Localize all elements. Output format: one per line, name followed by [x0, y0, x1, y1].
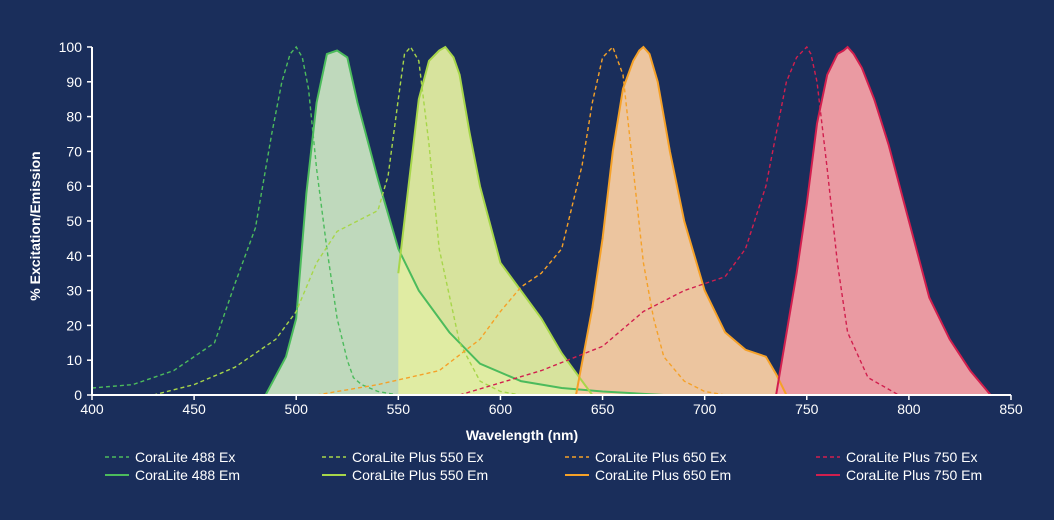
- legend-item-3: CoraLite Plus 550 Em: [322, 467, 488, 483]
- y-tick-label: 70: [66, 143, 82, 159]
- legend-label: CoraLite Plus 750 Em: [846, 467, 982, 483]
- y-tick-label: 30: [66, 283, 82, 299]
- x-tick-label: 750: [795, 401, 819, 417]
- excitation-line-2: [153, 45, 522, 396]
- x-axis-label: Wavelength (nm): [466, 427, 578, 443]
- legend-label: CoraLite 488 Em: [135, 467, 240, 483]
- y-axis-label: % Excitation/Emission: [27, 151, 43, 300]
- emission-fill-3: [398, 47, 593, 395]
- legend-label: CoraLite 488 Ex: [135, 449, 235, 465]
- emission-fill-5: [576, 47, 787, 395]
- emission-line-1: [264, 49, 664, 396]
- spectrum-lines: [91, 45, 992, 396]
- legend-label: CoraLite Plus 650 Em: [595, 467, 731, 483]
- excitation-line-4: [316, 45, 726, 396]
- y-tick-label: 20: [66, 317, 82, 333]
- y-tick-label: 90: [66, 74, 82, 90]
- y-tick-label: 80: [66, 109, 82, 125]
- emission-line-5: [575, 45, 788, 396]
- y-tick-label: 50: [66, 213, 82, 229]
- emission-fill-1: [265, 50, 664, 395]
- x-tick-label: 600: [489, 401, 513, 417]
- emission-fills: [265, 47, 991, 395]
- legend-item-4: CoraLite Plus 650 Ex: [565, 449, 727, 465]
- legend-item-6: CoraLite Plus 750 Ex: [816, 449, 978, 465]
- legend: CoraLite 488 Ex CoraLite 488 Em CoraLite P…: [105, 449, 982, 483]
- legend-label: CoraLite Plus 550 Em: [352, 467, 488, 483]
- x-tick-label: 500: [285, 401, 309, 417]
- x-tick-label: 400: [80, 401, 104, 417]
- emission-line-3: [397, 45, 594, 396]
- legend-item-2: CoraLite Plus 550 Ex: [322, 449, 484, 465]
- legend-label: CoraLite Plus 550 Ex: [352, 449, 484, 465]
- y-tick-label: 10: [66, 352, 82, 368]
- x-tick-label: 650: [591, 401, 615, 417]
- legend-item-7: CoraLite Plus 750 Em: [816, 467, 982, 483]
- y-tick-label: 40: [66, 248, 82, 264]
- legend-item-1: CoraLite 488 Em: [105, 467, 240, 483]
- emission-fill-7: [776, 47, 991, 395]
- excitation-line-0: [91, 45, 399, 396]
- axes: 400 450 500 550 600 650 700 750 800 850 0 10 20 30 40 5…: [59, 39, 1023, 417]
- emission-line-7: [775, 45, 992, 396]
- y-tick-label: 60: [66, 178, 82, 194]
- legend-item-0: CoraLite 488 Ex: [105, 449, 235, 465]
- excitation-line-6: [459, 45, 900, 396]
- legend-label: CoraLite Plus 750 Ex: [846, 449, 978, 465]
- x-tick-label: 850: [999, 401, 1023, 417]
- x-tick-label: 450: [182, 401, 206, 417]
- x-tick-label: 550: [387, 401, 411, 417]
- legend-label: CoraLite Plus 650 Ex: [595, 449, 727, 465]
- y-tick-label: 100: [59, 39, 83, 55]
- legend-item-5: CoraLite Plus 650 Em: [565, 467, 731, 483]
- y-tick-label: 0: [74, 387, 82, 403]
- x-tick-label: 800: [897, 401, 921, 417]
- x-tick-label: 700: [693, 401, 717, 417]
